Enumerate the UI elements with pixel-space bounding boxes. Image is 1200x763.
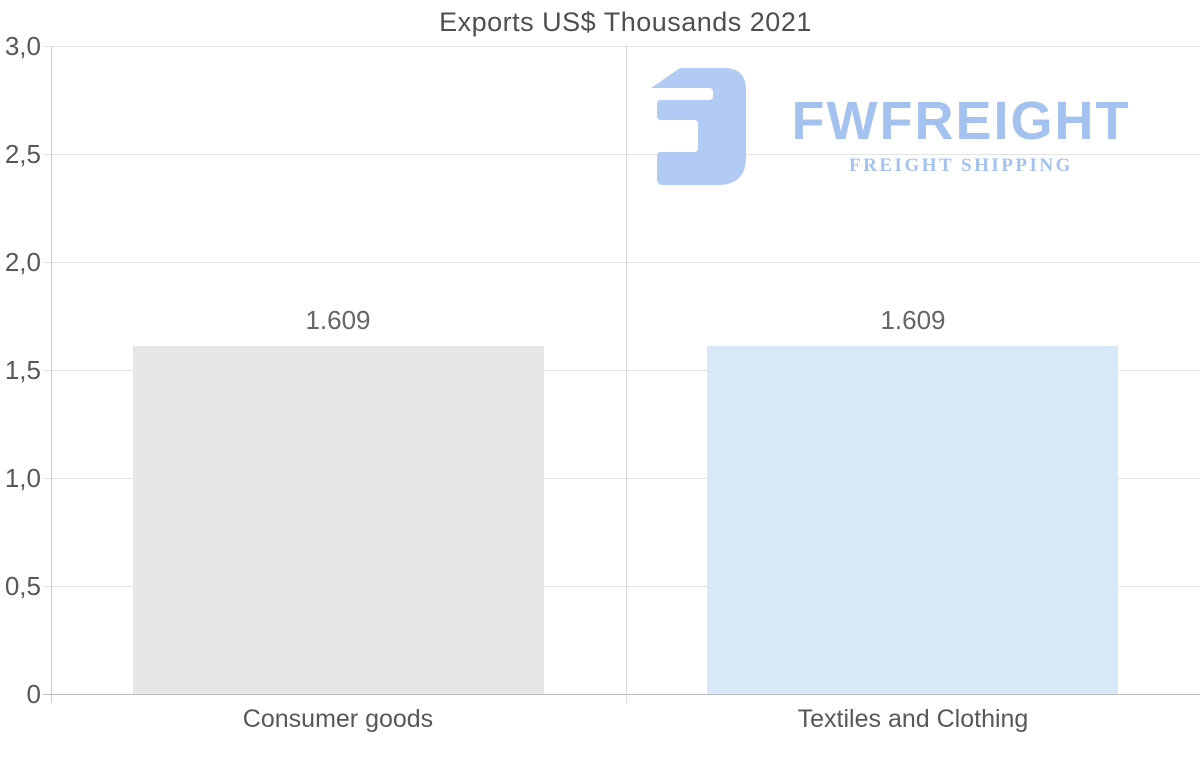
y-tick-label-6: 3,0 <box>4 31 41 61</box>
y-tick-label-4: 2,0 <box>4 247 41 277</box>
value-label-textiles-and-clothing: 1.609 <box>880 305 946 335</box>
value-label-consumer-goods: 1.609 <box>305 305 371 335</box>
category-label-textiles-and-clothing: Textiles and Clothing <box>797 705 1029 733</box>
fwfreight-logo-icon <box>651 68 746 185</box>
bar-consumer-goods <box>133 346 544 694</box>
y-tick-label-1: 0,5 <box>4 571 41 601</box>
chart-title: Exports US$ Thousands 2021 <box>439 7 812 37</box>
bar-textiles-and-clothing <box>707 346 1118 694</box>
category-label-consumer-goods: Consumer goods <box>242 705 434 733</box>
gridline-y-5 <box>43 154 1200 155</box>
gridline-y-6 <box>43 46 1200 47</box>
y-tick-label-2: 1,0 <box>4 463 41 493</box>
category-separator-1 <box>626 46 627 703</box>
gridline-y-3 <box>43 370 1200 371</box>
gridline-y-1 <box>43 586 1200 587</box>
x-axis-line <box>43 694 1200 695</box>
fwfreight-logo: FWFREIGHT FREIGHT SHIPPING <box>651 68 1156 185</box>
gridline-y-2 <box>43 478 1200 479</box>
y-tick-label-0: 0 <box>26 679 41 709</box>
y-axis-line <box>51 46 52 703</box>
y-tick-label-5: 2,5 <box>4 139 41 169</box>
logo-text-column: FWFREIGHT FREIGHT SHIPPING <box>766 68 1156 185</box>
logo-tagline-text: FREIGHT SHIPPING <box>849 155 1073 176</box>
gridline-y-4 <box>43 262 1200 263</box>
y-tick-label-3: 1,5 <box>4 355 41 385</box>
logo-brand-text: FWFREIGHT <box>791 91 1131 151</box>
